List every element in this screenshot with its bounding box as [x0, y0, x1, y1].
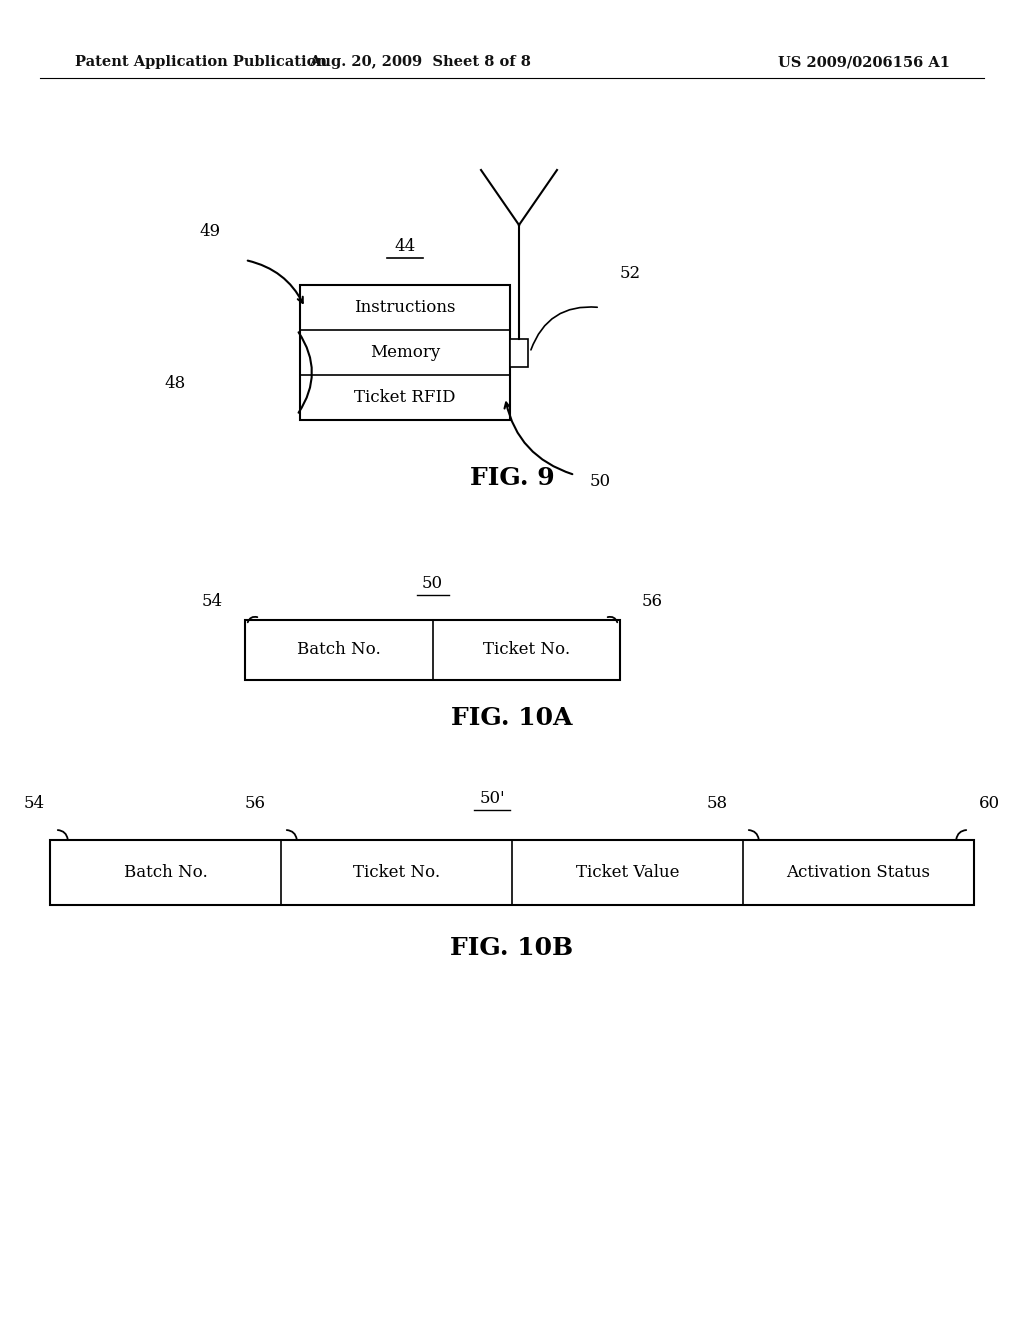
Text: Patent Application Publication: Patent Application Publication [75, 55, 327, 69]
Text: Activation Status: Activation Status [786, 865, 931, 880]
Text: 58: 58 [707, 795, 728, 812]
Text: 52: 52 [620, 265, 641, 282]
Text: US 2009/0206156 A1: US 2009/0206156 A1 [778, 55, 950, 69]
Bar [300, 285, 510, 420]
Text: 56: 56 [245, 795, 266, 812]
Text: Ticket Value: Ticket Value [575, 865, 679, 880]
Text: Ticket No.: Ticket No. [353, 865, 440, 880]
Text: 54: 54 [202, 593, 223, 610]
Text: 50: 50 [590, 473, 611, 490]
Bar [50, 840, 974, 906]
Text: Instructions: Instructions [354, 300, 456, 315]
Text: Batch No.: Batch No. [124, 865, 208, 880]
Text: 44: 44 [394, 238, 416, 255]
Text: Ticket RFID: Ticket RFID [354, 389, 456, 407]
Text: FIG. 10B: FIG. 10B [451, 936, 573, 960]
Text: FIG. 9: FIG. 9 [470, 466, 554, 490]
Text: 50: 50 [422, 576, 443, 591]
Text: 48: 48 [165, 375, 185, 392]
Text: 56: 56 [642, 593, 663, 610]
Text: Aug. 20, 2009  Sheet 8 of 8: Aug. 20, 2009 Sheet 8 of 8 [309, 55, 530, 69]
Bar [510, 338, 528, 367]
Text: 60: 60 [979, 795, 1000, 812]
Text: 54: 54 [24, 795, 45, 812]
Bar [245, 620, 620, 680]
Text: 50': 50' [479, 789, 505, 807]
Text: Ticket No.: Ticket No. [482, 642, 569, 659]
Text: FIG. 10A: FIG. 10A [452, 706, 572, 730]
Text: 49: 49 [200, 223, 220, 240]
Text: Batch No.: Batch No. [297, 642, 381, 659]
Text: Memory: Memory [370, 345, 440, 360]
